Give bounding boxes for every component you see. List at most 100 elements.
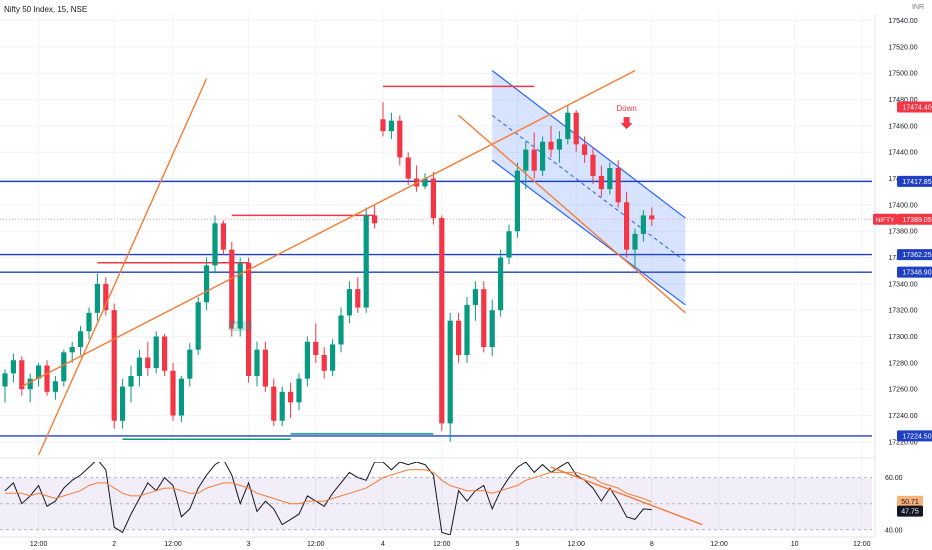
candle-body — [540, 141, 546, 171]
candle-body — [204, 265, 210, 303]
osc-y-tick-label: 60.00 — [885, 475, 903, 482]
candle-body — [380, 119, 386, 132]
annotations: Down R — [228, 104, 637, 331]
candle-body — [187, 349, 193, 379]
x-tick-label: 2 — [112, 541, 116, 548]
candle-body — [321, 354, 327, 371]
y-tick-label: 17400.00 — [888, 202, 917, 209]
price-line-badge-bg — [897, 266, 932, 278]
candle-body — [103, 283, 109, 311]
x-tick-label: 12:00 — [30, 541, 48, 548]
y-tick-label: 17440.00 — [888, 150, 917, 157]
candle-body — [246, 262, 252, 377]
trendline — [21, 69, 636, 388]
candle-body — [582, 144, 588, 155]
candle-body — [52, 381, 58, 392]
candle-body — [338, 315, 344, 345]
candle-body — [86, 312, 92, 332]
x-tick-label: 12:00 — [164, 541, 182, 548]
candle-body — [36, 365, 42, 379]
main-grid — [0, 14, 872, 535]
candle-body — [61, 352, 67, 382]
channel-fill — [492, 70, 686, 305]
oscillator-signal-line — [5, 469, 652, 505]
x-tick-label: 12:00 — [567, 541, 585, 548]
annotation-label: Down — [616, 104, 636, 113]
price-line-badge: 17417.85 — [902, 179, 931, 186]
candle-body — [153, 336, 159, 369]
osc-signal-badge-bg — [897, 495, 923, 507]
down-arrow-icon — [620, 117, 633, 130]
candle-body — [481, 289, 487, 348]
candle-body — [279, 391, 285, 421]
last-price-badge-bg — [897, 213, 932, 225]
trendline — [458, 114, 686, 314]
candle-body — [388, 120, 394, 132]
candle-body — [10, 360, 16, 374]
candle-body — [170, 370, 176, 416]
last-price-badge: 17389.05 — [902, 217, 931, 224]
y-tick-label: 17520.00 — [888, 44, 917, 51]
candle-body — [523, 149, 529, 171]
candle-body — [355, 289, 361, 308]
x-tick-label: 10 — [791, 541, 799, 548]
x-tick-label: 3 — [247, 541, 251, 548]
marker-badge-text: R — [233, 324, 238, 331]
candle-body — [632, 233, 638, 250]
candle-body — [598, 175, 604, 190]
price-line-badge-bg — [897, 430, 932, 442]
candle-body — [69, 347, 75, 353]
axes: 17220.00 17240.00 17260.00 17280.00 17300.00… — [0, 14, 932, 548]
y-tick-label: 17320.00 — [888, 308, 917, 315]
candle-body — [573, 112, 579, 145]
candlestick-series — [2, 102, 655, 442]
candle-body — [220, 223, 226, 250]
candle-body — [615, 168, 621, 203]
candle-body — [229, 249, 235, 329]
x-tick-label: 8 — [650, 541, 654, 548]
candle-body — [162, 336, 168, 371]
y-tick-label: 17500.00 — [888, 71, 917, 78]
candle-body — [330, 344, 336, 371]
channel-area — [491, 70, 686, 306]
candle-body — [430, 178, 436, 219]
x-tick-label: 5 — [515, 541, 519, 548]
candle-body — [27, 378, 33, 390]
candle-body — [296, 378, 302, 403]
candle-body — [506, 231, 512, 258]
candle-body — [556, 139, 562, 150]
candle-body — [288, 391, 294, 403]
symbol-title: Nifty 50 Index, 15, NSE — [4, 5, 88, 14]
oscillator-trendline — [550, 466, 703, 526]
candle-body — [2, 373, 8, 387]
candle-body — [145, 357, 151, 369]
candle-body — [19, 360, 25, 390]
channel-mid-line — [491, 114, 686, 262]
y-tick-label: 17300.00 — [888, 334, 917, 341]
x-tick-label: 12:00 — [710, 541, 728, 548]
candle-body — [548, 141, 554, 150]
candle-body — [607, 168, 613, 190]
candle-body — [624, 202, 630, 250]
y-tick-label: 17240.00 — [888, 413, 917, 420]
price-line-badge: 17362.25 — [902, 252, 931, 259]
candle-body — [44, 365, 50, 392]
channel-lower-line — [491, 159, 686, 306]
candle-body — [405, 157, 411, 179]
price-line-badge: 17348.90 — [902, 270, 931, 277]
candle-body — [313, 341, 319, 355]
candle-body — [304, 341, 310, 379]
candle-body — [447, 320, 453, 424]
oscillator-band — [0, 477, 872, 530]
price-line-badge-bg — [897, 249, 932, 261]
candle-body — [565, 112, 571, 140]
candle-body — [128, 376, 134, 387]
candle-body — [136, 357, 142, 377]
candle-body — [472, 289, 478, 305]
candle-body — [649, 215, 655, 220]
candle-body — [489, 310, 495, 348]
candle-body — [531, 149, 537, 171]
price-line-badge-bg — [897, 175, 932, 187]
osc-main-badge: 47.75 — [901, 509, 919, 516]
